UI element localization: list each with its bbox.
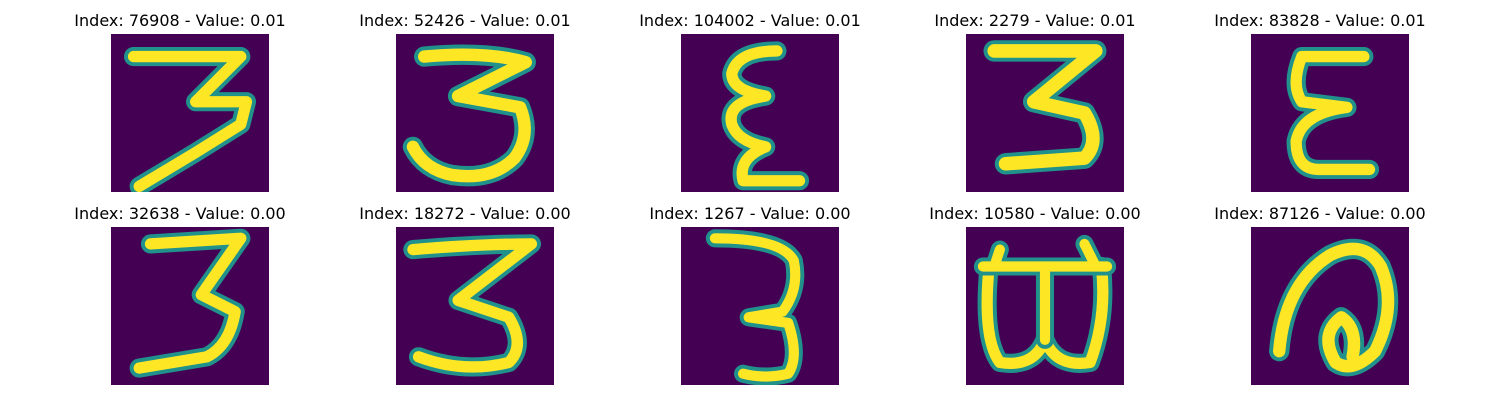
panel-title: Index: 83828 - Value: 0.01	[1214, 11, 1426, 30]
digit-image	[111, 227, 269, 385]
panel-title: Index: 32638 - Value: 0.00	[74, 204, 286, 223]
panel-title: Index: 52426 - Value: 0.01	[359, 11, 571, 30]
digit-panel: Index: 2279 - Value: 0.01	[885, 0, 1185, 192]
digit-image	[681, 34, 839, 192]
digit-image	[681, 227, 839, 385]
digit-panel: Index: 10580 - Value: 0.00	[885, 193, 1185, 385]
digit-panel: Index: 104002 - Value: 0.01	[600, 0, 900, 192]
digit-panel: Index: 32638 - Value: 0.00	[30, 193, 330, 385]
digit-panel: Index: 76908 - Value: 0.01	[30, 0, 330, 192]
panel-title: Index: 104002 - Value: 0.01	[639, 11, 861, 30]
digit-image	[966, 34, 1124, 192]
panel-title: Index: 18272 - Value: 0.00	[359, 204, 571, 223]
digit-panel: Index: 83828 - Value: 0.01	[1170, 0, 1470, 192]
panel-title: Index: 2279 - Value: 0.01	[934, 11, 1136, 30]
panel-title: Index: 87126 - Value: 0.00	[1214, 204, 1426, 223]
digit-image	[1251, 34, 1409, 192]
digit-panel: Index: 1267 - Value: 0.00	[600, 193, 900, 385]
digit-image	[1251, 227, 1409, 385]
panel-title: Index: 76908 - Value: 0.01	[74, 11, 286, 30]
digit-image	[396, 227, 554, 385]
digit-image	[966, 227, 1124, 385]
panel-title: Index: 1267 - Value: 0.00	[649, 204, 851, 223]
digit-panel: Index: 87126 - Value: 0.00	[1170, 193, 1470, 385]
digit-image	[396, 34, 554, 192]
digit-panel: Index: 18272 - Value: 0.00	[315, 193, 615, 385]
digit-panel: Index: 52426 - Value: 0.01	[315, 0, 615, 192]
panel-title: Index: 10580 - Value: 0.00	[929, 204, 1141, 223]
digit-image	[111, 34, 269, 192]
